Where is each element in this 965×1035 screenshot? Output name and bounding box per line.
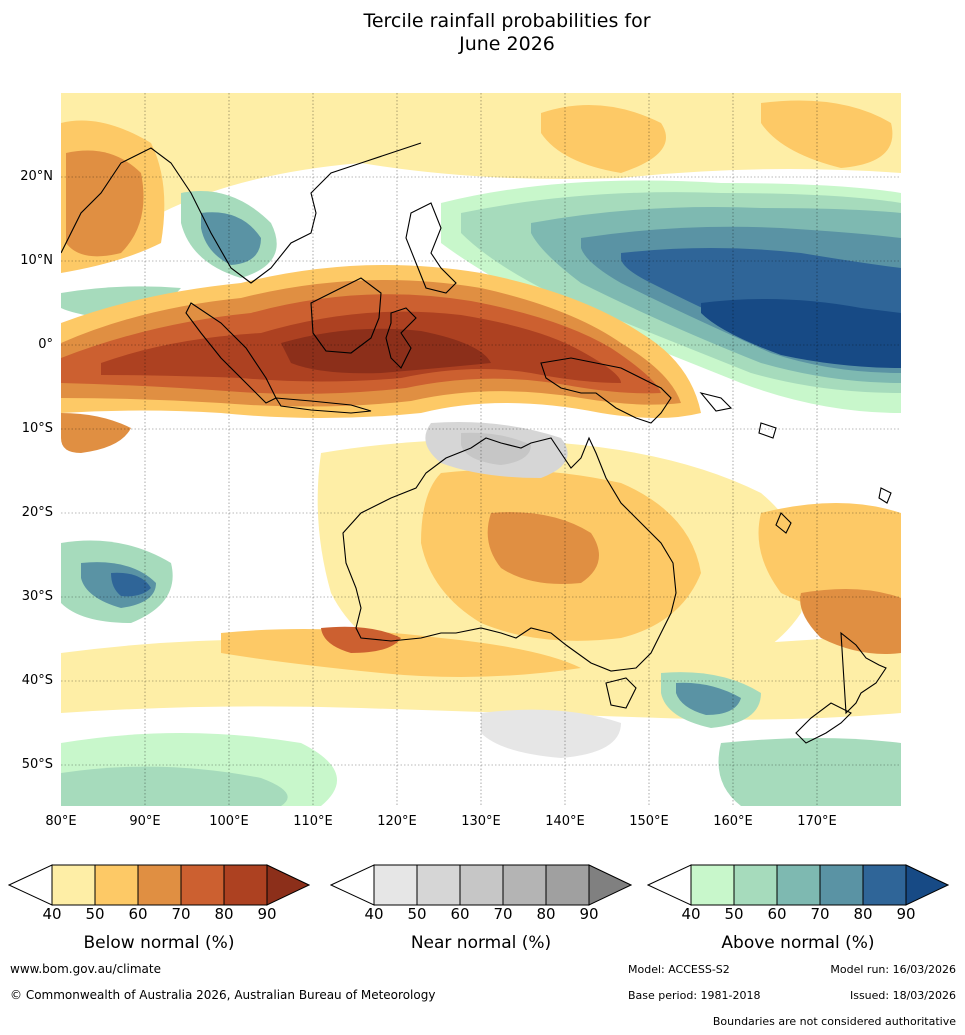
above-swatch-5 [862,864,907,906]
model-text: Model: ACCESS-S2 [628,963,730,976]
lon-label-160e: 160°E [713,814,753,829]
above-tick-80: 80 [853,905,873,923]
near-tick-40: 40 [364,905,384,923]
rainfall-map[interactable] [61,93,901,806]
lon-label-90e: 90°E [129,814,161,829]
near-tick-60: 60 [450,905,470,923]
near-tick-80: 80 [536,905,556,923]
base-period-text: Base period: 1981-2018 [628,989,761,1002]
near-swatch-1 [373,864,418,906]
website-link[interactable]: www.bom.gov.au/climate [10,962,161,976]
below-swatch-1 [51,864,96,906]
lon-label-130e: 130°E [461,814,501,829]
lon-label-170e: 170°E [797,814,837,829]
lon-label-110e: 110°E [293,814,333,829]
near-tick-90: 90 [579,905,599,923]
below-tick-80: 80 [214,905,234,923]
near-swatch-5 [545,864,590,906]
near-tick-70: 70 [493,905,513,923]
near-swatch-2 [416,864,461,906]
lon-label-150e: 150°E [629,814,669,829]
near-swatch-3 [459,864,504,906]
map-canvas [61,93,901,806]
above-tick-90: 90 [896,905,916,923]
above-normal-colorbar [647,864,949,906]
lon-label-120e: 120°E [377,814,417,829]
map-title: Tercile rainfall probabilities for June … [0,10,965,56]
lat-label-10s: 10°S [21,421,53,436]
above-tick-40: 40 [681,905,701,923]
lat-label-20n: 20°N [20,169,53,184]
below-tick-50: 50 [85,905,105,923]
above-tick-50: 50 [724,905,744,923]
above-swatch-4 [819,864,864,906]
near-swatch-4 [502,864,547,906]
above-normal-label: Above normal (%) [721,933,875,953]
below-tick-70: 70 [171,905,191,923]
near-tick-50: 50 [407,905,427,923]
lat-label-50s: 50°S [21,757,53,772]
disclaimer-text: Boundaries are not considered authoritat… [712,1015,956,1028]
title-line-1: Tercile rainfall probabilities for [363,10,651,32]
above-swatch-0 [647,864,692,906]
below-swatch-0 [8,864,53,906]
lat-label-30s: 30°S [21,589,53,604]
lat-label-0: 0° [38,337,53,352]
below-normal-label: Below normal (%) [83,933,235,953]
lon-label-140e: 140°E [545,814,585,829]
lat-label-40s: 40°S [21,673,53,688]
below-swatch-4 [180,864,225,906]
model-run-text: Model run: 16/03/2026 [830,963,956,976]
lon-label-80e: 80°E [45,814,77,829]
above-tick-60: 60 [767,905,787,923]
above-swatch-2 [733,864,778,906]
above-swatch-3 [776,864,821,906]
below-swatch-2 [94,864,139,906]
below-tick-60: 60 [128,905,148,923]
coastlines [61,142,892,744]
above-swatch-1 [690,864,735,906]
below-normal-colorbar [8,864,310,906]
below-tick-40: 40 [42,905,62,923]
below-swatch-6 [266,864,310,906]
near-normal-colorbar [330,864,632,906]
lon-label-100e: 100°E [209,814,249,829]
near-swatch-6 [588,864,632,906]
above-tick-70: 70 [810,905,830,923]
lat-label-20s: 20°S [21,505,53,520]
near-swatch-0 [330,864,375,906]
below-swatch-5 [223,864,268,906]
near-normal-label: Near normal (%) [410,933,552,953]
title-line-2: June 2026 [459,33,555,55]
above-swatch-6 [905,864,949,906]
lat-label-10n: 10°N [20,253,53,268]
copyright-text: © Commonwealth of Australia 2026, Austra… [10,988,436,1002]
below-tick-90: 90 [257,905,277,923]
issued-text: Issued: 18/03/2026 [849,989,956,1002]
below-swatch-3 [137,864,182,906]
